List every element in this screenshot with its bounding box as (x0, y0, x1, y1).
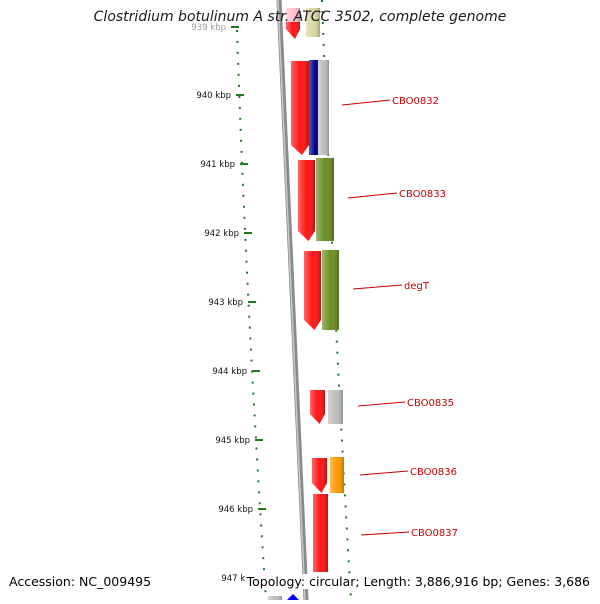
gene-label[interactable]: CBO0832 (392, 96, 439, 107)
gene-arrow-shade (304, 251, 321, 330)
gene-arrow (312, 458, 327, 493)
gene-label[interactable]: CBO0835 (407, 398, 454, 409)
gene-label[interactable]: CBO0837 (411, 528, 458, 539)
gene-label-leader (347, 192, 398, 199)
gene-label-leader (360, 531, 410, 536)
gene-arrow-shade (318, 60, 329, 155)
genome-backbone-highlight (277, 0, 306, 601)
gene-arrow-shade (316, 158, 334, 241)
gene-arrow (306, 8, 320, 37)
accession-text: Accession: NC_009495 (9, 574, 152, 589)
scale-tick-label: 946 kbp (218, 505, 253, 515)
gene-arrow (310, 390, 325, 424)
gene-arrow-shade (313, 494, 328, 572)
gene-arrow (298, 160, 315, 241)
gene-arrow (287, 594, 299, 600)
gene-arrow (313, 494, 328, 572)
gene-label[interactable]: CBO0836 (410, 467, 457, 478)
gene-arrow-shade (268, 596, 282, 600)
gene-arrow-shade (322, 250, 339, 330)
scale-tick-label: 945 kbp (215, 436, 250, 446)
gene-arrow-shade (286, 8, 300, 22)
scale-tick-label: 943 kbp (208, 298, 243, 308)
gene-arrow-shade (298, 160, 315, 241)
gene-label[interactable]: degT (404, 281, 430, 292)
gene-arrow (328, 390, 343, 424)
topology-text: Topology: circular; Length: 3,886,916 bp… (244, 574, 590, 589)
scale-tick-label: 944 kbp (212, 367, 247, 377)
scale-tick-label: 941 kbp (200, 160, 235, 170)
gene-label-leader (357, 401, 406, 407)
gene-arrow-shade (328, 390, 343, 424)
scale-tick-label: 939 kbp (191, 23, 226, 33)
gene-label[interactable]: CBO0833 (399, 189, 446, 200)
gene-arrow (268, 596, 282, 600)
gene-arrow-shade (330, 457, 344, 493)
gene-arrow (330, 457, 344, 493)
gene-arrow-shade (310, 390, 325, 424)
gene-arrow (318, 60, 329, 155)
gene-arrow-shade (312, 458, 327, 493)
gene-arrow (304, 251, 321, 330)
gene-arrow-shade (291, 61, 309, 155)
gene-arrow (286, 8, 300, 22)
gene-label-leader (341, 99, 391, 106)
scale-tick-label: 947 kbp (221, 574, 256, 584)
scale-tick-label: 940 kbp (196, 91, 231, 101)
gene-arrow (322, 250, 339, 330)
gene-label-leader (359, 470, 409, 476)
gene-label-leader (352, 284, 403, 290)
gene-arrow-shade (306, 8, 320, 37)
scale-tick-label: 942 kbp (204, 229, 239, 239)
gene-arrow (291, 61, 309, 155)
gene-arrow (316, 158, 334, 241)
